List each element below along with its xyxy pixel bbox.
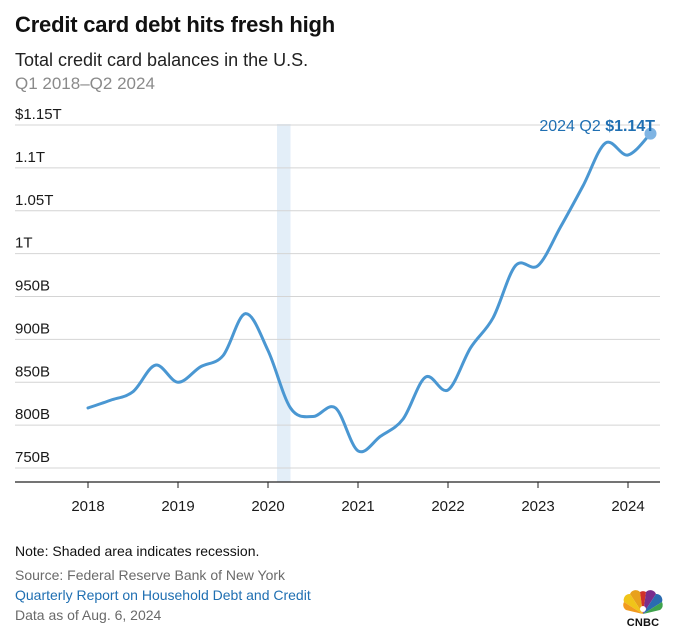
cnbc-peacock-icon	[623, 590, 663, 614]
x-tick-label: 2022	[431, 498, 464, 515]
recession-note: Note: Shaded area indicates recession.	[15, 543, 260, 559]
x-tick-label: 2021	[341, 498, 374, 515]
y-tick-label: 850B	[15, 363, 50, 380]
x-tick-label: 2020	[251, 498, 284, 515]
x-tick-label: 2024	[611, 498, 644, 515]
line-chart: 750B 800B 850B 900B 950B 1T 1.05T 1.1T $1.15T 201…	[15, 106, 660, 515]
x-tick-label: 2018	[71, 498, 104, 515]
y-tick-label: 1.1T	[15, 149, 45, 166]
annotation-label: 2024 Q2	[539, 118, 605, 135]
series-line	[86, 132, 652, 454]
y-tick-label: 1T	[15, 235, 33, 252]
latest-annotation: 2024 Q2 $1.14T	[539, 118, 655, 135]
y-tick-label: 900B	[15, 320, 50, 337]
y-tick-label: $1.15T	[15, 106, 62, 123]
annotation-value: $1.14T	[605, 118, 655, 135]
chart-subtitle: Total credit card balances in the U.S.	[15, 50, 309, 70]
source-text: Source: Federal Reserve Bank of New York	[15, 567, 286, 583]
chart-title: Credit card debt hits fresh high	[15, 12, 335, 37]
y-tick-label: 950B	[15, 278, 50, 295]
data-as-of: Data as of Aug. 6, 2024	[15, 607, 162, 623]
cnbc-logo-text: CNBC	[626, 617, 660, 629]
y-tick-label: 750B	[15, 449, 50, 466]
cnbc-logo: CNBC	[620, 588, 666, 632]
latest-point	[644, 127, 657, 140]
chart-period: Q1 2018–Q2 2024	[15, 74, 155, 93]
report-link[interactable]: Quarterly Report on Household Debt and C…	[15, 587, 311, 603]
y-tick-label: 800B	[15, 406, 50, 423]
x-tick-label: 2023	[521, 498, 554, 515]
y-tick-label: 1.05T	[15, 192, 53, 209]
x-tick-label: 2019	[161, 498, 194, 515]
recession-band	[277, 124, 291, 482]
